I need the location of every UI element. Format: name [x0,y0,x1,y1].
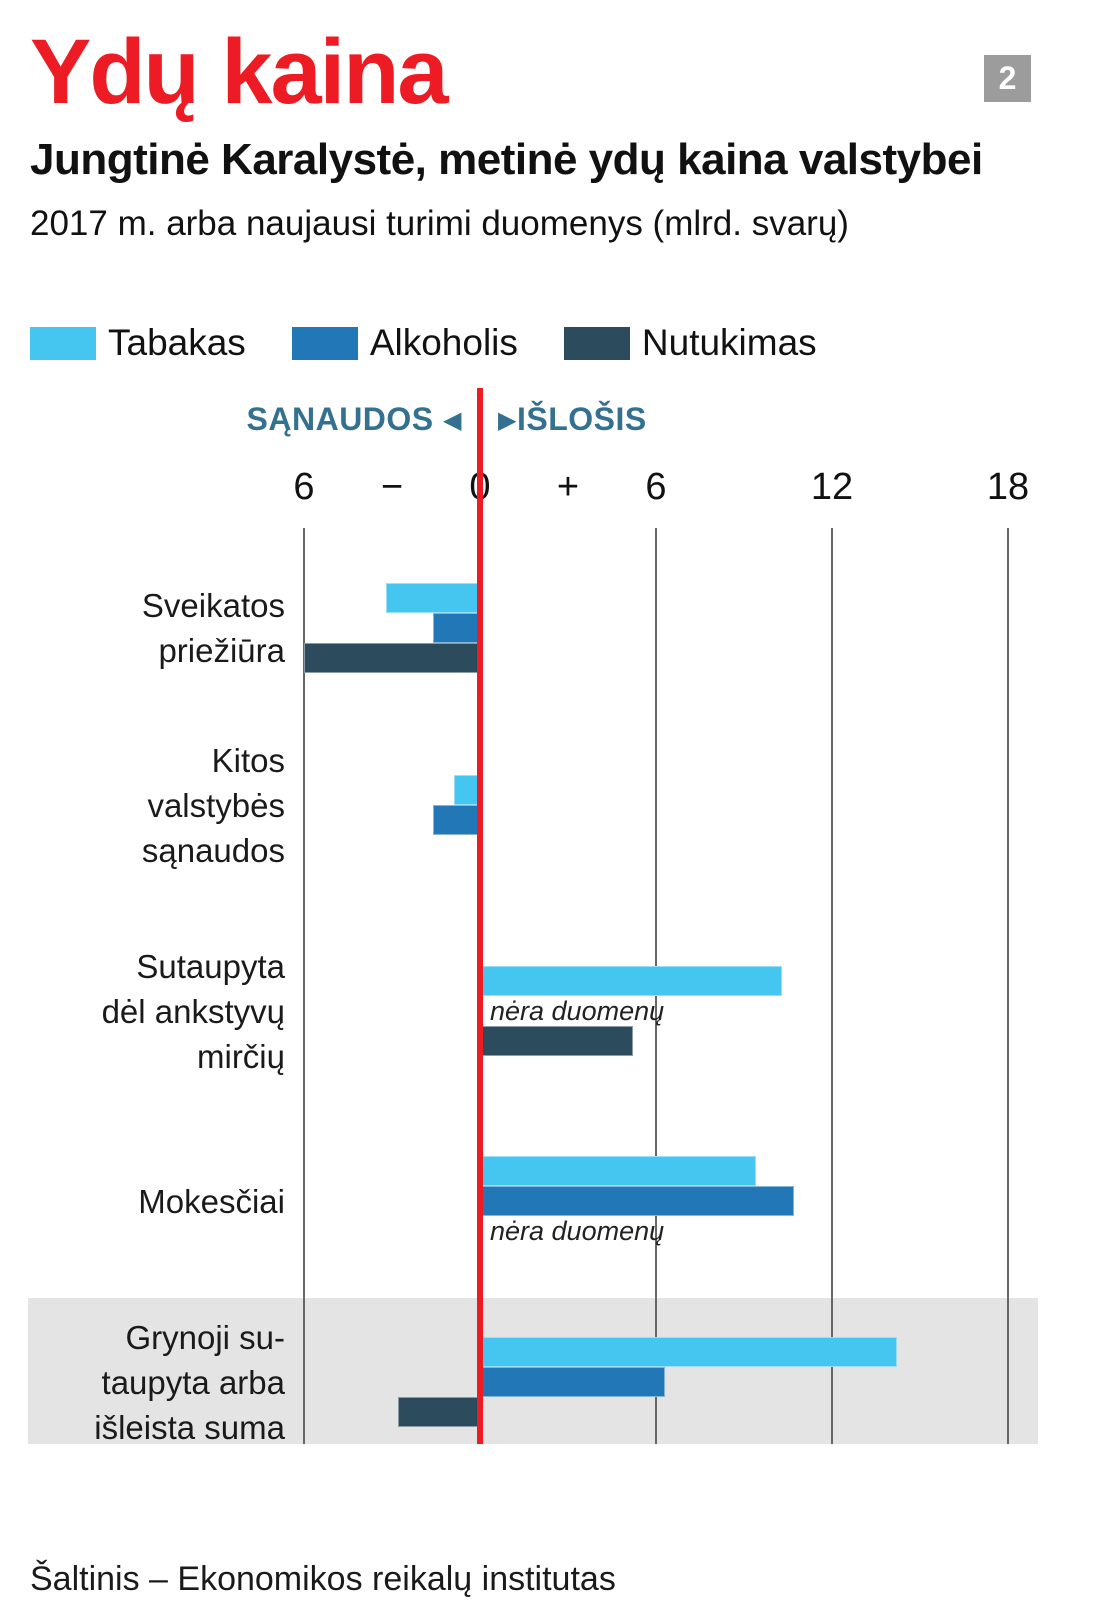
legend-item-nutukimas: Nutukimas [563,322,817,364]
left-arrow-icon: ◀ [443,407,462,434]
category-label-line: sąnaudos [141,831,285,869]
category-label-line: priežiūra [158,632,285,669]
category-label-line: Mokesčiai [138,1182,285,1220]
no-data-label: nėra duomenų [490,996,665,1026]
page-title: Ydų kaina [30,21,449,123]
chart-subtitle: Jungtinė Karalystė, metinė ydų kaina val… [30,135,983,184]
category-label: Sutaupyta dėl ankstyvų mirčių [0,944,285,1079]
tabakas-bar [480,1156,756,1186]
tabakas-bar [480,1337,897,1367]
gridline [1006,528,1009,1444]
category-label: Grynoji su-taupyta arba išleista suma [0,1315,285,1450]
legend: Tabakas Alkoholis Nutukimas [30,322,863,364]
alkoholis-bar [480,1367,665,1397]
category-label-line: dėl ankstyvų [101,992,285,1030]
axis-tick-label: + [556,466,580,508]
nutukimas-bar [480,1026,633,1056]
chart-caption: 2017 m. arba naujausi turimi duomenys (m… [30,204,849,243]
zero-axis-line [477,388,483,1444]
legend-label: Tabakas [108,322,246,363]
tabakas-bar [386,583,480,613]
category-label-line: Kitos [211,741,285,779]
tabakas-bar [453,775,480,805]
axis-direction-costs: SĄNAUDOS ◀ [0,400,462,442]
alkoholis-bar [480,1186,794,1216]
right-arrow-icon: ▶ [498,407,517,434]
legend-label: Alkoholis [369,322,518,363]
axis-tick-label: 18 [986,466,1030,508]
category-label-line: išleista suma [94,1408,285,1446]
axis-direction-gains: ▶IŠLOŠIS [498,400,647,442]
category-label-line: Sutaupyta [136,947,285,985]
category-label: Mokesčiai [0,1179,285,1224]
category-label-line: Sveikatos [141,587,285,624]
nutukimas-bar [397,1397,480,1427]
category-label-line: mirčių [197,1037,285,1075]
axis-tick-label: 6 [293,466,315,508]
tabakas-swatch-icon [30,326,96,360]
axis-direction-gains-label: IŠLOŠIS [516,401,647,437]
gridline [830,528,833,1444]
nutukimas-bar [304,643,480,673]
legend-item-tabakas: Tabakas [30,322,246,364]
axis-tick-label: 12 [810,466,854,508]
axis-tick-label: − [380,466,404,508]
source-note: Šaltinis – Ekonomikos reikalų institutas [30,1560,616,1598]
legend-item-alkoholis: Alkoholis [291,322,518,364]
tabakas-bar [480,966,783,996]
axis-tick-label: 6 [645,466,667,508]
axis-direction-costs-label: SĄNAUDOS [246,401,434,437]
category-label: Sveikatos priežiūra [0,583,285,673]
legend-label: Nutukimas [641,322,817,363]
alkoholis-swatch-icon [291,326,358,360]
alkoholis-bar [433,805,480,835]
alkoholis-bar [433,613,480,643]
category-label: Kitos valstybės sąnaudos [0,738,285,873]
nutukimas-swatch-icon [563,326,630,360]
category-label-line: valstybės [147,786,285,824]
figure-number-badge: 2 [984,55,1031,102]
no-data-label: nėra duomenų [490,1216,665,1246]
category-label-line: Grynoji su- [125,1318,285,1356]
gridline [303,528,305,1444]
category-label-line: taupyta arba [101,1363,285,1401]
